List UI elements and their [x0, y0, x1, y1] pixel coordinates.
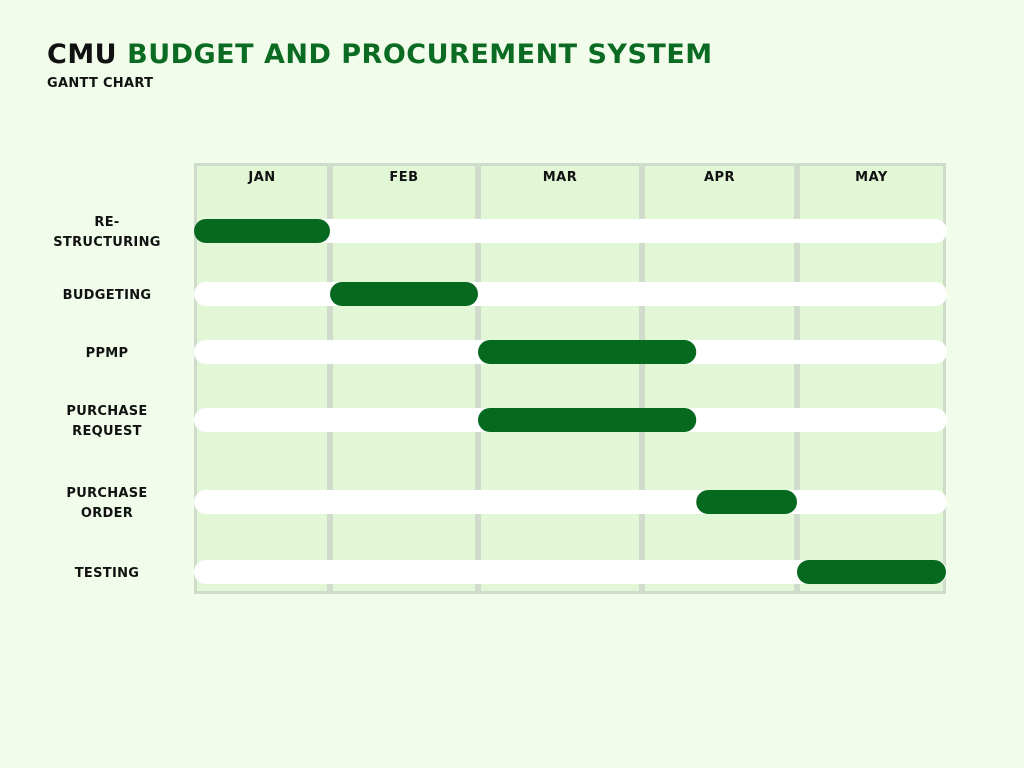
chart-subtitle: GANTT CHART — [47, 76, 154, 91]
task-bar — [330, 282, 478, 306]
task-track — [194, 560, 947, 584]
chart-title: CMU BUDGET AND PROCUREMENT SYSTEM — [47, 38, 713, 72]
title-block: CMU BUDGET AND PROCUREMENT SYSTEM GANTT C… — [47, 38, 713, 91]
month-label: FEB — [389, 170, 418, 185]
month-label: JAN — [247, 170, 275, 185]
task-label: BUDGETING — [63, 288, 152, 303]
month-label: MAY — [855, 170, 888, 185]
task-track — [194, 490, 947, 514]
task-bar — [478, 340, 697, 364]
task-track — [194, 219, 947, 243]
task-bar — [696, 490, 797, 514]
task-bar — [194, 219, 330, 243]
month-label: MAR — [543, 170, 578, 185]
task-bar — [478, 408, 697, 432]
task-label: PURCHASE REQUEST — [66, 404, 147, 439]
task-track — [194, 282, 947, 306]
month-label: APR — [704, 170, 735, 185]
title-prefix: CMU — [47, 39, 118, 70]
task-label: RE-STRUCTURING — [53, 215, 160, 250]
task-bar — [797, 560, 946, 584]
task-label: TESTING — [75, 566, 139, 581]
title-main: BUDGET AND PROCUREMENT SYSTEM — [127, 39, 713, 70]
task-label: PURCHASE ORDER — [66, 486, 147, 521]
task-label: PPMP — [86, 346, 129, 361]
